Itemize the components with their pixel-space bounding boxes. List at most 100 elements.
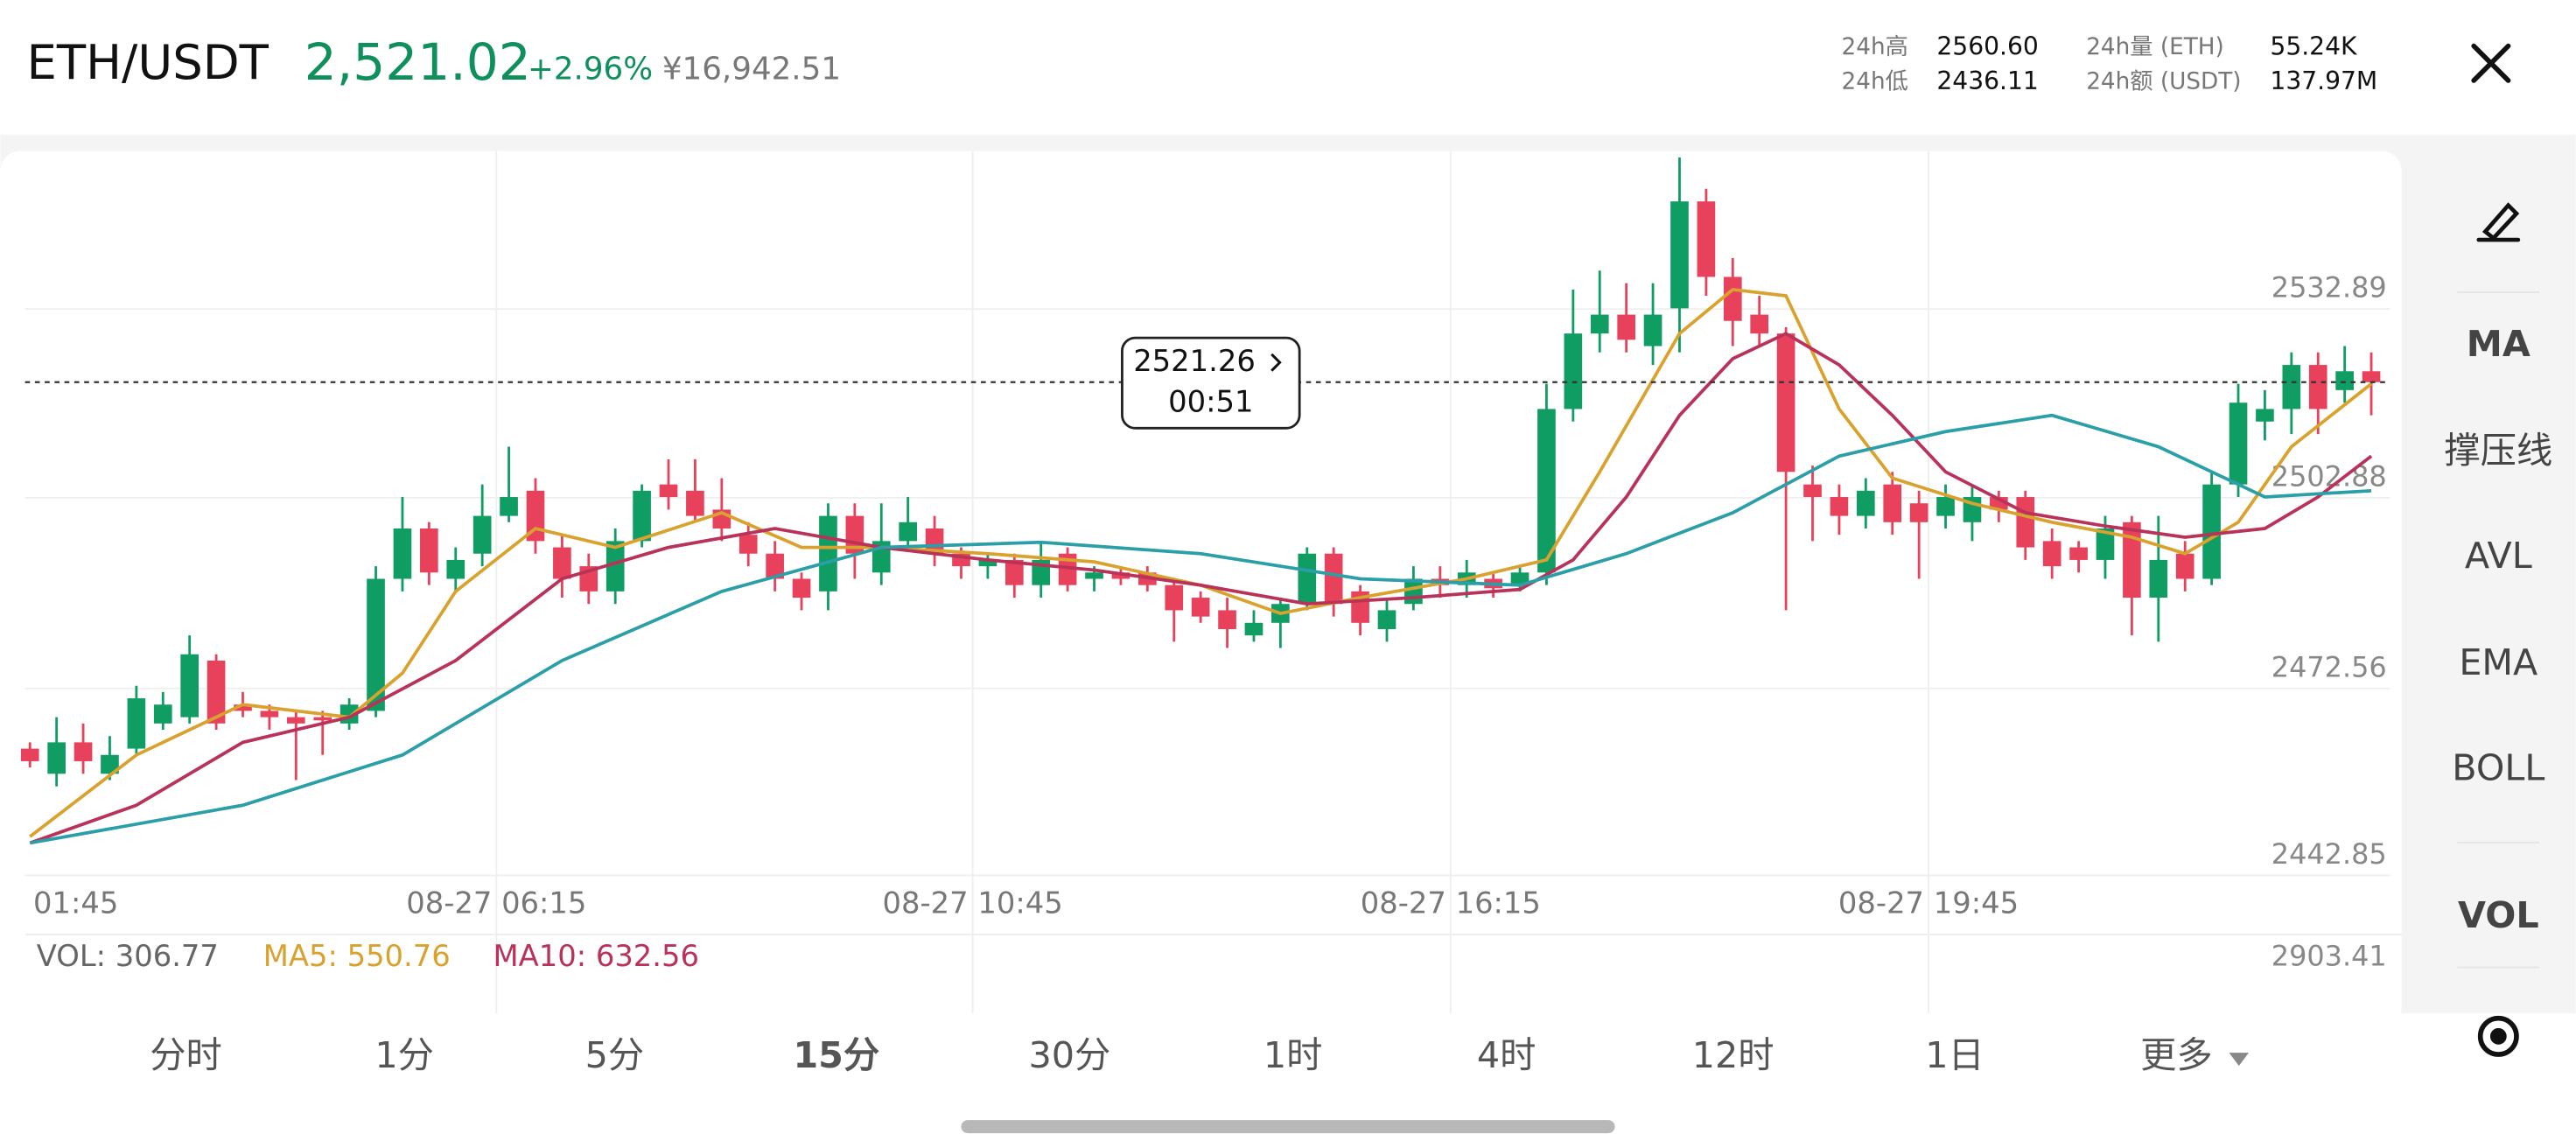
candle-body xyxy=(1750,314,1769,334)
timeframe-tab[interactable]: 分时 xyxy=(150,1034,222,1076)
candle-body xyxy=(127,698,146,749)
candle-body xyxy=(766,553,784,579)
candle-body xyxy=(606,541,625,592)
candle-body xyxy=(2362,371,2381,382)
timeframe-tab[interactable]: 30分 xyxy=(1028,1034,1110,1076)
candle-body xyxy=(1590,314,1609,334)
candle-body xyxy=(1936,497,1955,516)
last-price: 2,521.02 xyxy=(304,32,531,92)
timeframe-tab[interactable]: 4时 xyxy=(1477,1034,1536,1076)
stat-value: 137.97M xyxy=(2270,66,2377,95)
candle-body xyxy=(1324,553,1343,605)
tag-chevron xyxy=(1270,353,1282,372)
candle-body xyxy=(2335,371,2354,390)
scroll-handle[interactable] xyxy=(961,1120,1615,1134)
y-tick-label: 2532.89 xyxy=(2272,271,2387,304)
candle-body xyxy=(1883,484,1902,522)
candle-body xyxy=(1723,276,1742,321)
candle-body xyxy=(472,515,492,554)
candle-body xyxy=(1004,559,1024,585)
indicator-button[interactable]: EMA xyxy=(2459,641,2538,683)
stat-value: 2560.60 xyxy=(1936,32,2038,60)
candle-body xyxy=(180,654,200,718)
candle-body xyxy=(393,528,412,579)
candle-body xyxy=(2308,365,2328,410)
settings-button[interactable] xyxy=(2477,1015,2519,1057)
time-label: 01:45 xyxy=(33,886,118,920)
candle-body xyxy=(978,559,998,567)
candle-body xyxy=(74,742,93,761)
candle-body xyxy=(633,490,651,542)
candle-body xyxy=(1218,610,1236,629)
candle-body xyxy=(2282,365,2301,410)
candle-body xyxy=(1643,314,1662,346)
ma-line xyxy=(29,287,2373,838)
candle-body xyxy=(686,490,704,516)
indicator-button[interactable]: MA xyxy=(2467,323,2530,365)
candle-body xyxy=(738,535,758,554)
timeframe-tab[interactable]: 5分 xyxy=(585,1034,645,1076)
candle-body xyxy=(2229,402,2248,485)
timeframe-tab[interactable]: 15分 xyxy=(793,1034,879,1076)
candle-body xyxy=(2149,559,2168,598)
timeframe-tab[interactable]: 1分 xyxy=(374,1034,434,1076)
candle-body xyxy=(1856,490,1875,516)
candle-body xyxy=(2202,484,2221,579)
candle-body xyxy=(1510,572,1530,585)
candle-body xyxy=(659,484,678,498)
candle-body xyxy=(553,547,571,579)
candle-body xyxy=(2016,497,2035,548)
candle-body xyxy=(446,559,466,579)
draw-tool[interactable] xyxy=(2476,202,2521,242)
stat-value: 2436.11 xyxy=(1936,66,2038,95)
stat-label: 24h量 (ETH) xyxy=(2086,34,2224,60)
indicator-button[interactable]: BOLL xyxy=(2452,746,2544,788)
indicator-button[interactable]: AVL xyxy=(2465,535,2532,577)
candle-body xyxy=(2175,553,2194,579)
volume-legend: MA10: 632.56 xyxy=(494,939,699,973)
last-price-value: 2521.26 xyxy=(1133,344,1256,378)
candle-body xyxy=(2123,522,2141,598)
candle-body xyxy=(153,704,172,724)
timeframe-tab[interactable]: 更多 xyxy=(2140,1034,2213,1076)
candle-body xyxy=(1776,333,1796,472)
candle-body xyxy=(1617,314,1635,340)
candle-body xyxy=(819,515,837,592)
indicator-button[interactable]: 撑压线 xyxy=(2444,430,2552,472)
candle-body xyxy=(286,717,305,724)
volume-legend: VOL: 306.77 xyxy=(37,939,219,973)
timeframe-tab[interactable]: 12时 xyxy=(1692,1034,1774,1076)
stat-label: 24h低 xyxy=(1842,68,1908,94)
stat-label: 24h高 xyxy=(1842,34,1908,60)
candle-body xyxy=(47,742,66,774)
candle-body xyxy=(206,660,226,724)
candle-body xyxy=(1564,333,1583,410)
candle-body xyxy=(1697,201,1716,277)
timeframe-tab[interactable]: 1时 xyxy=(1264,1034,1323,1076)
volume-max-label: 2903.41 xyxy=(2272,939,2387,972)
candle-body xyxy=(2096,528,2115,560)
candle-body xyxy=(313,717,332,721)
candle-body xyxy=(1244,622,1264,636)
ma-line xyxy=(29,332,2373,845)
candle-body xyxy=(1537,409,1556,573)
chart-panel xyxy=(0,150,2402,1148)
cny-price: ¥16,942.51 xyxy=(662,52,841,88)
candle-body xyxy=(1298,553,1317,605)
time-label: 08-27 10:45 xyxy=(883,886,1063,920)
close-button[interactable] xyxy=(2471,43,2511,83)
timeframe-tab[interactable]: 1日 xyxy=(1925,1034,1984,1076)
header-bar xyxy=(0,0,2576,135)
last-price-tag[interactable] xyxy=(1121,336,1301,430)
candle-body xyxy=(500,497,518,516)
candle-body xyxy=(1377,610,1396,629)
time-label: 08-27 19:45 xyxy=(1838,886,2019,920)
candle-body xyxy=(20,748,39,761)
candle-body xyxy=(1803,484,1822,498)
candle-body xyxy=(792,578,811,598)
countdown: 00:51 xyxy=(1168,385,1253,419)
indicator-button[interactable]: VOL xyxy=(2458,894,2539,936)
candle-body xyxy=(1670,201,1689,309)
candle-body xyxy=(260,710,279,718)
